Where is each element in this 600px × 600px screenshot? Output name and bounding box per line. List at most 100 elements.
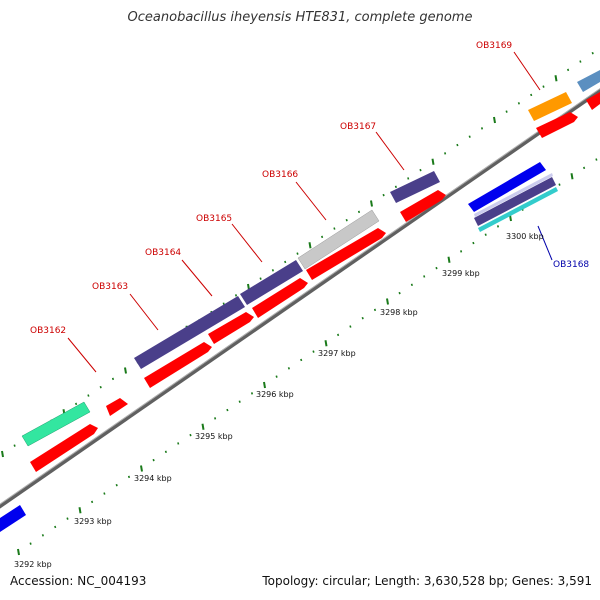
tick-mark: [238, 400, 241, 403]
tick-mark: [177, 442, 180, 445]
label-ob3163[interactable]: OB3163: [92, 282, 128, 292]
gene-bar-ob3167[interactable]: [390, 171, 440, 203]
tick-mark: [460, 250, 463, 253]
kbp-label: 3292 kbp: [14, 560, 52, 569]
gene-bar-ob3166[interactable]: [297, 209, 380, 270]
tick-mark: [66, 517, 69, 520]
tick-mark: [579, 60, 582, 63]
label-ob3164[interactable]: OB3164: [145, 248, 181, 258]
label-ob3169[interactable]: OB3169: [476, 41, 512, 51]
kbp-labels: 3292 kbp 3293 kbp 3294 kbp 3295 kbp 3296…: [14, 232, 544, 569]
leader-ob3168: [537, 225, 553, 261]
tick-mark: [398, 291, 401, 295]
leader-ob3164: [181, 259, 213, 297]
cds-arrow-4[interactable]: [208, 312, 254, 344]
gene-bar-ob3162[interactable]: [21, 401, 91, 447]
tick-mark: [456, 143, 459, 147]
leader-ob3167: [375, 131, 405, 171]
label-ob3162[interactable]: OB3162: [30, 326, 66, 336]
kbp-label: 3296 kbp: [256, 390, 294, 399]
tick-mark: [17, 548, 20, 556]
label-ob3165[interactable]: OB3165: [196, 214, 232, 224]
genome-backbone: [0, 88, 600, 509]
tick-mark: [468, 135, 471, 138]
tick-mark: [542, 85, 545, 88]
gene-bar-ob3164[interactable]: [240, 260, 303, 305]
tick-mark: [472, 241, 475, 245]
label-ob3167[interactable]: OB3167: [340, 122, 376, 132]
tick-mark: [370, 200, 373, 207]
tick-mark: [484, 233, 487, 236]
tick-mark: [214, 417, 217, 420]
tick-mark: [75, 402, 78, 406]
tick-mark: [140, 465, 143, 472]
leader-ob3166: [295, 181, 327, 221]
cds-arrow-2[interactable]: [106, 398, 128, 416]
label-ob3168[interactable]: OB3168: [553, 260, 589, 270]
gene-track-outer: [21, 70, 600, 447]
gene-bar-ob3163[interactable]: [134, 296, 245, 369]
tick-mark: [111, 377, 115, 381]
tick-mark: [152, 458, 155, 462]
tick-mark: [78, 507, 82, 514]
gene-bar-cyan[interactable]: [478, 187, 558, 232]
genome-backbone-highlight: [0, 88, 600, 505]
leader-ob3169: [513, 51, 541, 91]
tick-mark: [357, 210, 361, 214]
tick-mark: [591, 51, 594, 55]
tick-mark: [296, 252, 299, 255]
leader-ob3163: [129, 293, 159, 331]
tick-mark: [234, 294, 238, 297]
cds-arrow-9[interactable]: [586, 92, 600, 110]
gene-bar-left-blue[interactable]: [0, 505, 26, 532]
cds-track: [30, 92, 600, 472]
tick-mark: [496, 225, 500, 228]
gene-bar-ob3168-upper[interactable]: [468, 162, 546, 212]
tick-mark: [517, 102, 520, 105]
gene-track-inner: [0, 162, 558, 532]
cds-arrow-7[interactable]: [400, 190, 446, 222]
gene-bar-steel[interactable]: [577, 70, 600, 92]
tick-mark: [103, 492, 106, 495]
gene-bar-ob3169[interactable]: [528, 92, 572, 121]
tick-mark: [99, 385, 102, 389]
tick-mark: [333, 227, 336, 230]
leader-lines: [67, 51, 553, 373]
tick-mark: [595, 158, 598, 161]
tick-mark: [480, 127, 484, 130]
cds-arrow-1[interactable]: [30, 424, 98, 472]
tick-mark: [337, 333, 340, 337]
tick-mark: [570, 173, 574, 180]
tick-mark: [300, 358, 303, 362]
leader-ob3165: [231, 223, 263, 263]
cds-arrow-6[interactable]: [306, 228, 386, 280]
tick-mark: [321, 235, 324, 239]
tick-mark: [250, 392, 254, 395]
tick-mark: [54, 525, 57, 529]
tick-mark: [275, 375, 278, 378]
gene-bar-ob3168[interactable]: [474, 177, 556, 226]
tick-mark: [1, 450, 4, 458]
tick-mark: [447, 256, 451, 263]
kbp-label: 3295 kbp: [195, 432, 233, 441]
tick-mark: [554, 75, 558, 82]
accession-text: Accession: NC_004193: [10, 574, 147, 588]
tick-mark: [567, 68, 570, 72]
label-ob3166[interactable]: OB3166: [262, 170, 298, 180]
tick-mark: [41, 534, 44, 537]
tick-mark: [394, 185, 397, 189]
tick-mark: [373, 308, 377, 312]
gene-bar-ob3168-stripe: [474, 173, 553, 217]
map-title: Oceanobacillus iheyensis HTE831, complet…: [127, 10, 473, 25]
tick-mark: [189, 433, 192, 437]
tick-mark: [382, 193, 385, 197]
cds-arrow-5[interactable]: [252, 278, 308, 318]
tick-mark: [324, 340, 328, 347]
cds-arrow-3[interactable]: [144, 342, 212, 388]
cds-arrow-8[interactable]: [536, 112, 578, 138]
tick-mark: [410, 283, 413, 287]
tick-mark: [530, 93, 533, 97]
tick-mark: [386, 298, 389, 305]
tick-mark: [583, 166, 586, 170]
tick-mark: [361, 316, 364, 320]
